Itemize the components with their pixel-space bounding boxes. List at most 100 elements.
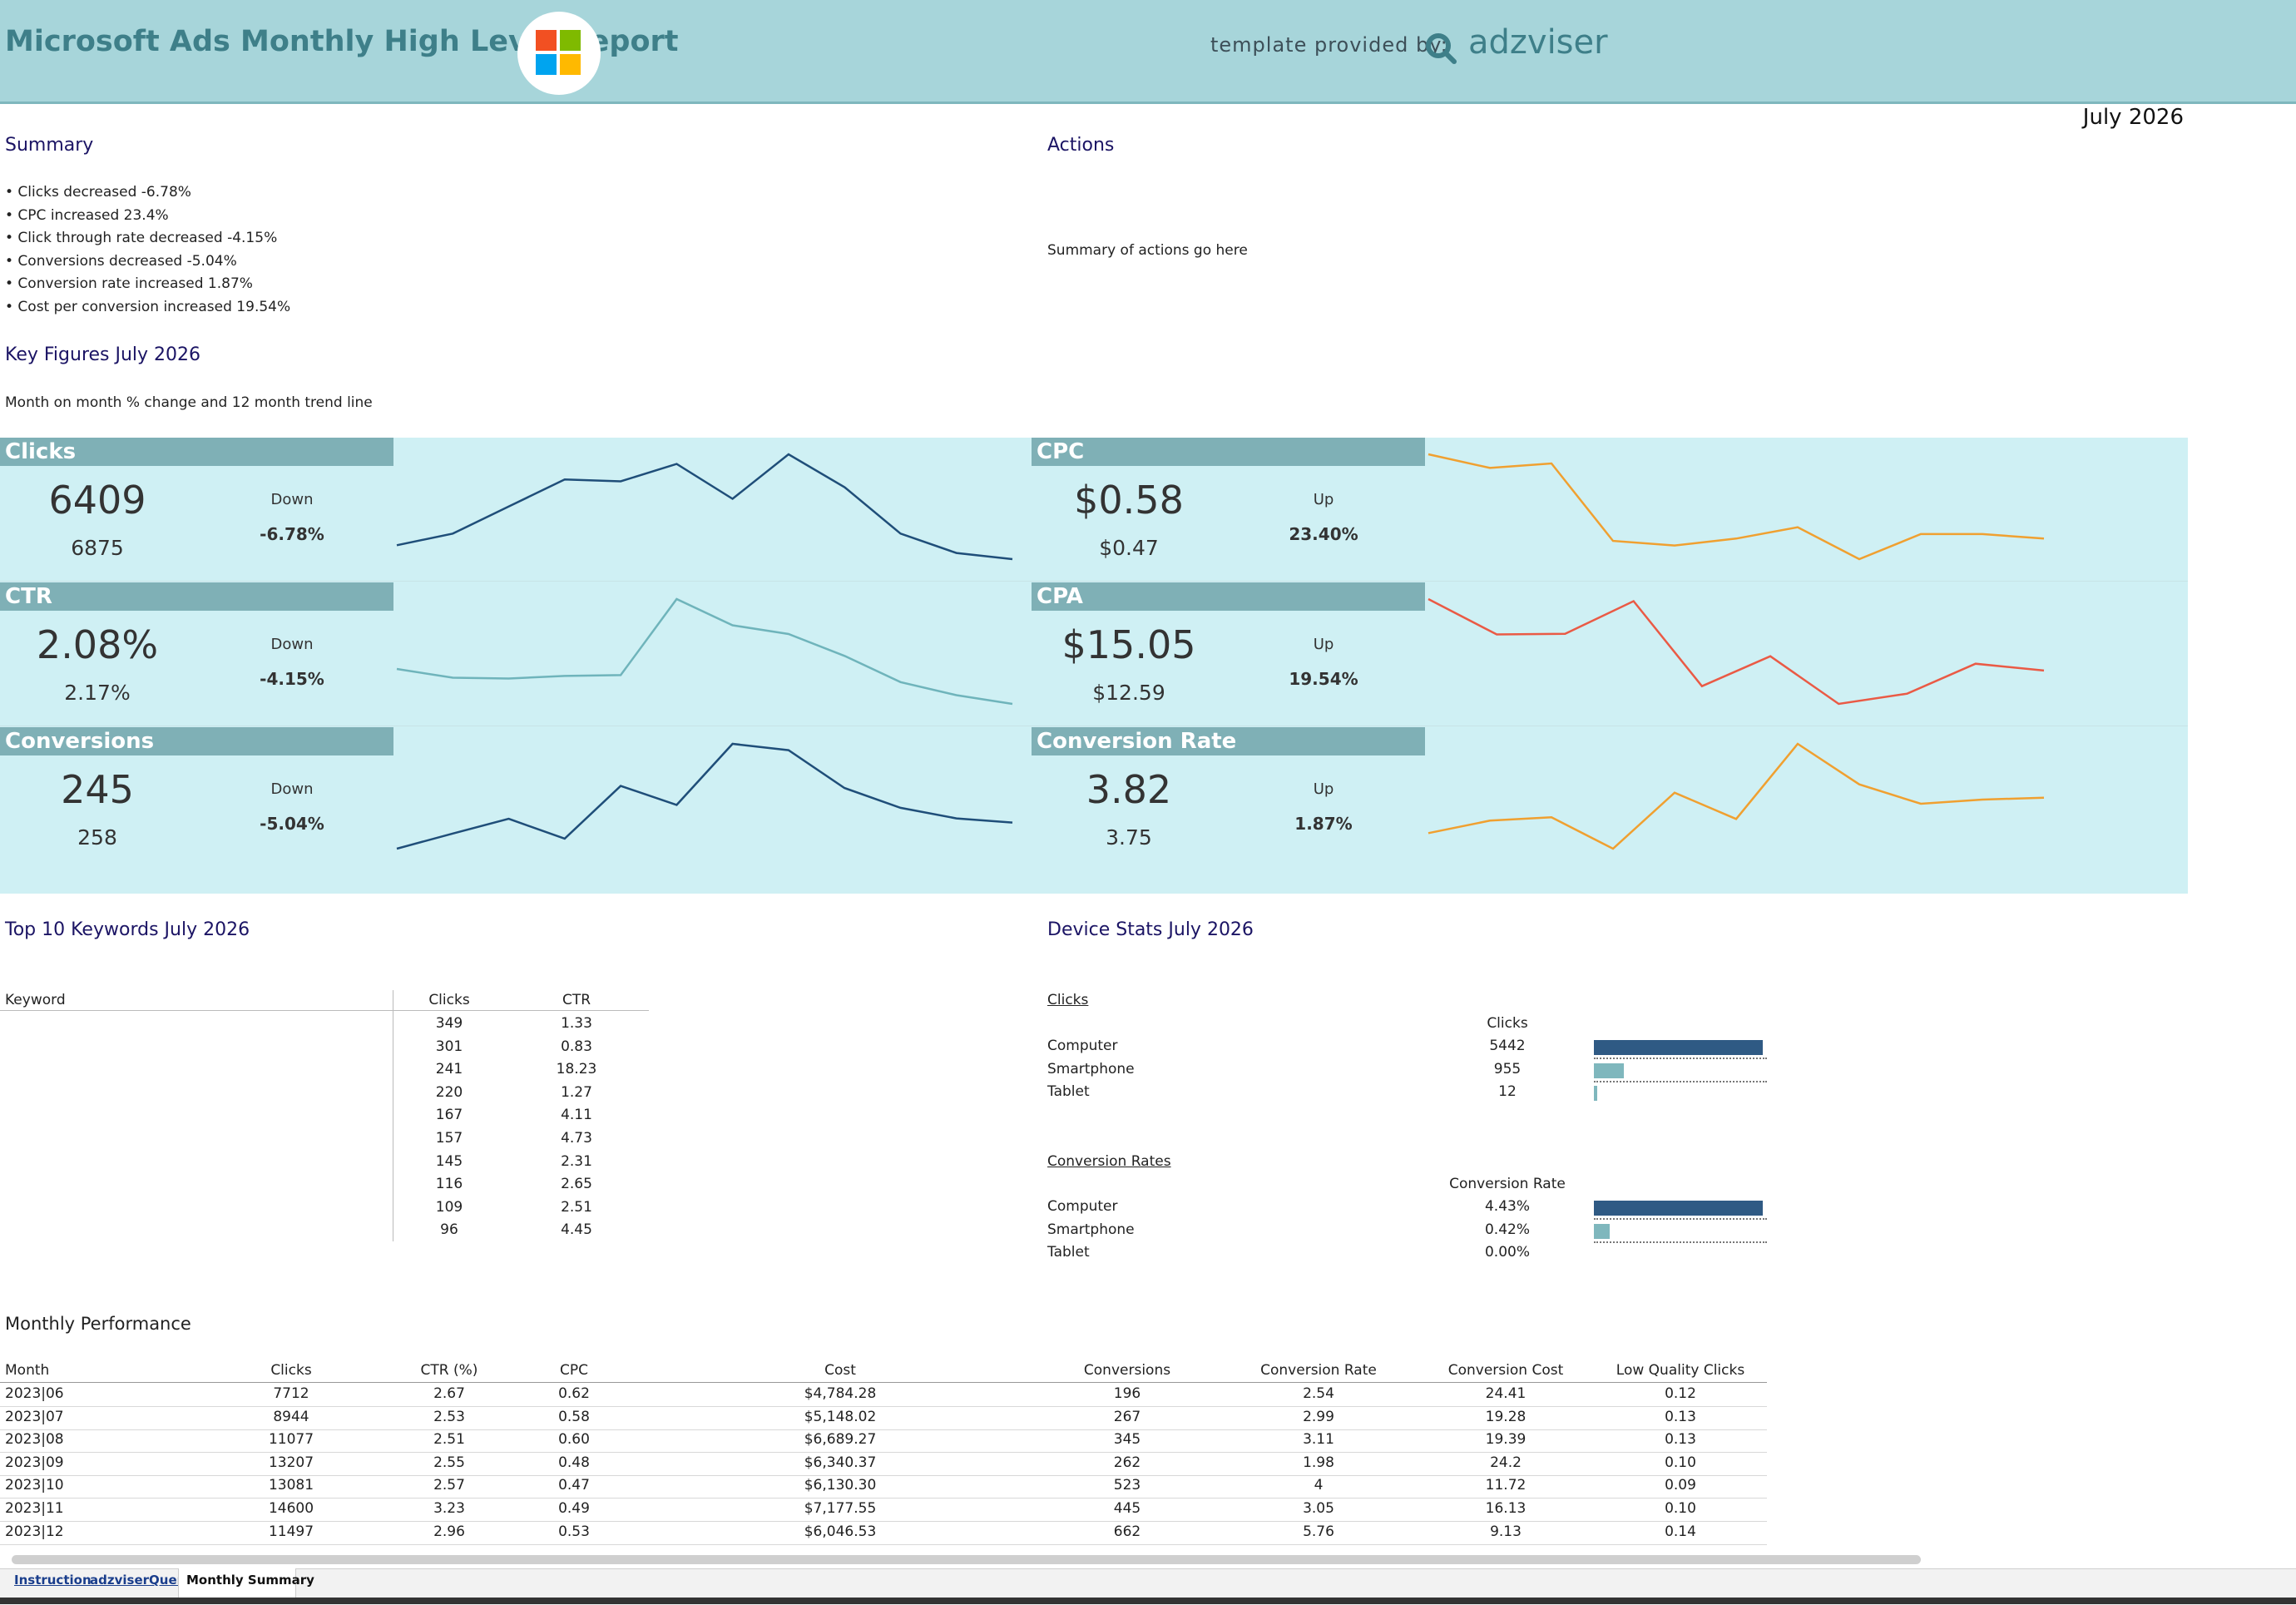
keyword-clicks-cell: 109: [435, 1198, 463, 1216]
monthly-row-rule: [0, 1474, 1767, 1476]
summary-bullet: • Conversions decreased -5.04%: [5, 252, 237, 270]
monthly-cell-conversion-rate: 3.11: [1303, 1431, 1334, 1449]
monthly-row-rule: [0, 1543, 1767, 1545]
monthly-cell-ctr: 2.53: [433, 1408, 465, 1425]
keyword-clicks-cell: 301: [435, 1038, 463, 1055]
keyword-ctr-cell: 18.23: [556, 1061, 597, 1078]
monthly-cell-clicks: 11497: [268, 1523, 314, 1540]
kpi-trend-sparkline: [396, 453, 1013, 561]
device-name: Smartphone: [1047, 1221, 1135, 1238]
monthly-cell-conversions: 267: [1113, 1408, 1141, 1425]
kpi-value: 3.82: [1086, 767, 1172, 812]
monthly-cell-cpc: 0.58: [558, 1408, 590, 1425]
monthly-cell-low-quality-clicks: 0.13: [1665, 1431, 1696, 1449]
horizontal-scrollbar[interactable]: [12, 1555, 1921, 1564]
keyword-clicks-cell: 157: [435, 1130, 463, 1147]
monthly-col-clicks: Clicks: [270, 1362, 312, 1379]
monthly-cell-month: 2023|09: [5, 1454, 64, 1471]
actions-title: Actions: [1047, 135, 1115, 156]
monthly-row-rule: [0, 1406, 1767, 1407]
device-name: Computer: [1047, 1198, 1118, 1215]
monthly-cell-conversions: 345: [1113, 1431, 1141, 1449]
tab-adzviser-query[interactable]: adzviserQuery: [90, 1573, 191, 1588]
monthly-cell-ctr: 2.67: [433, 1385, 465, 1402]
kpi-direction: Down: [270, 780, 314, 798]
device-name: Computer: [1047, 1038, 1118, 1054]
monthly-cell-conversion-cost: 16.13: [1485, 1500, 1527, 1517]
monthly-cell-low-quality-clicks: 0.10: [1665, 1500, 1696, 1517]
kpi-trend-sparkline: [1428, 597, 2045, 706]
monthly-cell-cost: $7,177.55: [804, 1500, 877, 1517]
monthly-cell-conversion-rate: 5.76: [1303, 1523, 1334, 1540]
kpi-change: 23.40%: [1289, 524, 1358, 544]
kpi-change: 1.87%: [1294, 814, 1353, 834]
logo-square-green: [560, 30, 581, 51]
monthly-cell-month: 2023|11: [5, 1500, 64, 1517]
monthly-cell-ctr: 2.57: [433, 1477, 465, 1494]
monthly-cell-clicks: 13081: [268, 1477, 314, 1494]
monthly-cell-clicks: 8944: [273, 1408, 309, 1425]
device-bar: [1594, 1086, 1597, 1102]
monthly-cell-cpc: 0.62: [558, 1385, 590, 1402]
monthly-cell-conversions: 262: [1113, 1454, 1141, 1471]
monthly-col-ctr: CTR (%): [420, 1362, 478, 1379]
monthly-cell-cost: $6,689.27: [804, 1431, 877, 1449]
device-value: 955: [1493, 1060, 1522, 1077]
kpi-previous-value: 6875: [71, 536, 124, 560]
device-bar-baseline: [1594, 1218, 1767, 1220]
device-value: 0.42%: [1484, 1221, 1530, 1238]
device-bar-baseline: [1594, 1058, 1767, 1059]
tab-monthly-summary[interactable]: Monthly Summary: [186, 1573, 314, 1588]
kpi-label: CPA: [1032, 582, 1425, 611]
device-value: 12: [1498, 1083, 1517, 1101]
keywords-col-ctr: CTR: [562, 992, 591, 1008]
keywords-col-clicks: Clicks: [428, 992, 470, 1008]
monthly-col-cpc: CPC: [560, 1362, 588, 1379]
monthly-cell-low-quality-clicks: 0.14: [1665, 1523, 1696, 1540]
kpi-direction: Down: [270, 491, 314, 508]
device-conv-title: Conversion Rates: [1047, 1153, 1171, 1170]
active-tab-background: [178, 1568, 296, 1600]
monthly-col-conversions: Conversions: [1083, 1362, 1171, 1379]
device-value: 0.00%: [1484, 1244, 1530, 1261]
device-bar: [1594, 1040, 1763, 1055]
kpi-row-divider: [0, 581, 2188, 582]
keyword-clicks-cell: 167: [435, 1107, 463, 1124]
kpi-change: -4.15%: [260, 669, 324, 689]
trend-line: [396, 597, 1013, 706]
summary-title: Summary: [5, 135, 94, 156]
kpi-value: $15.05: [1061, 622, 1196, 667]
kpi-trend-sparkline: [1428, 453, 2045, 561]
keyword-clicks-cell: 220: [435, 1083, 463, 1101]
kpi-value: 2.08%: [36, 622, 159, 667]
device-name: Smartphone: [1047, 1060, 1135, 1077]
logo-square-blue: [536, 54, 557, 75]
monthly-cell-conversion-rate: 4: [1314, 1477, 1324, 1494]
keyword-ctr-cell: 2.31: [561, 1152, 592, 1170]
monthly-cell-ctr: 2.55: [433, 1454, 465, 1471]
kpi-label: CPC: [1032, 438, 1425, 466]
key-figures-title: Key Figures July 2026: [5, 344, 201, 365]
monthly-cell-low-quality-clicks: 0.10: [1665, 1454, 1696, 1471]
monthly-cell-conversions: 196: [1113, 1385, 1141, 1402]
summary-bullet: • Click through rate decreased -4.15%: [5, 230, 278, 246]
kpi-change: -5.04%: [260, 814, 324, 834]
monthly-col-month: Month: [5, 1362, 50, 1379]
keyword-ctr-cell: 2.51: [561, 1198, 592, 1216]
kpi-change: -6.78%: [260, 524, 324, 544]
kpi-label: CTR: [0, 582, 393, 611]
monthly-row-rule: [0, 1452, 1767, 1454]
device-name: Tablet: [1047, 1083, 1090, 1101]
summary-bullet: • CPC increased 23.4%: [5, 206, 169, 224]
monthly-cell-clicks: 11077: [268, 1431, 314, 1449]
kpi-trend-sparkline: [396, 742, 1013, 850]
keyword-clicks-cell: 96: [440, 1221, 458, 1239]
monthly-cell-cost: $6,046.53: [804, 1523, 877, 1540]
device-bar-baseline: [1594, 1241, 1767, 1243]
monthly-cell-cpc: 0.47: [558, 1477, 590, 1494]
monthly-cell-conversion-cost: 24.41: [1485, 1385, 1527, 1402]
tab-instruction[interactable]: Instruction: [14, 1573, 92, 1588]
keyword-clicks-cell: 241: [435, 1061, 463, 1078]
device-bar: [1594, 1223, 1611, 1239]
kpi-trend-sparkline: [1428, 742, 2045, 850]
